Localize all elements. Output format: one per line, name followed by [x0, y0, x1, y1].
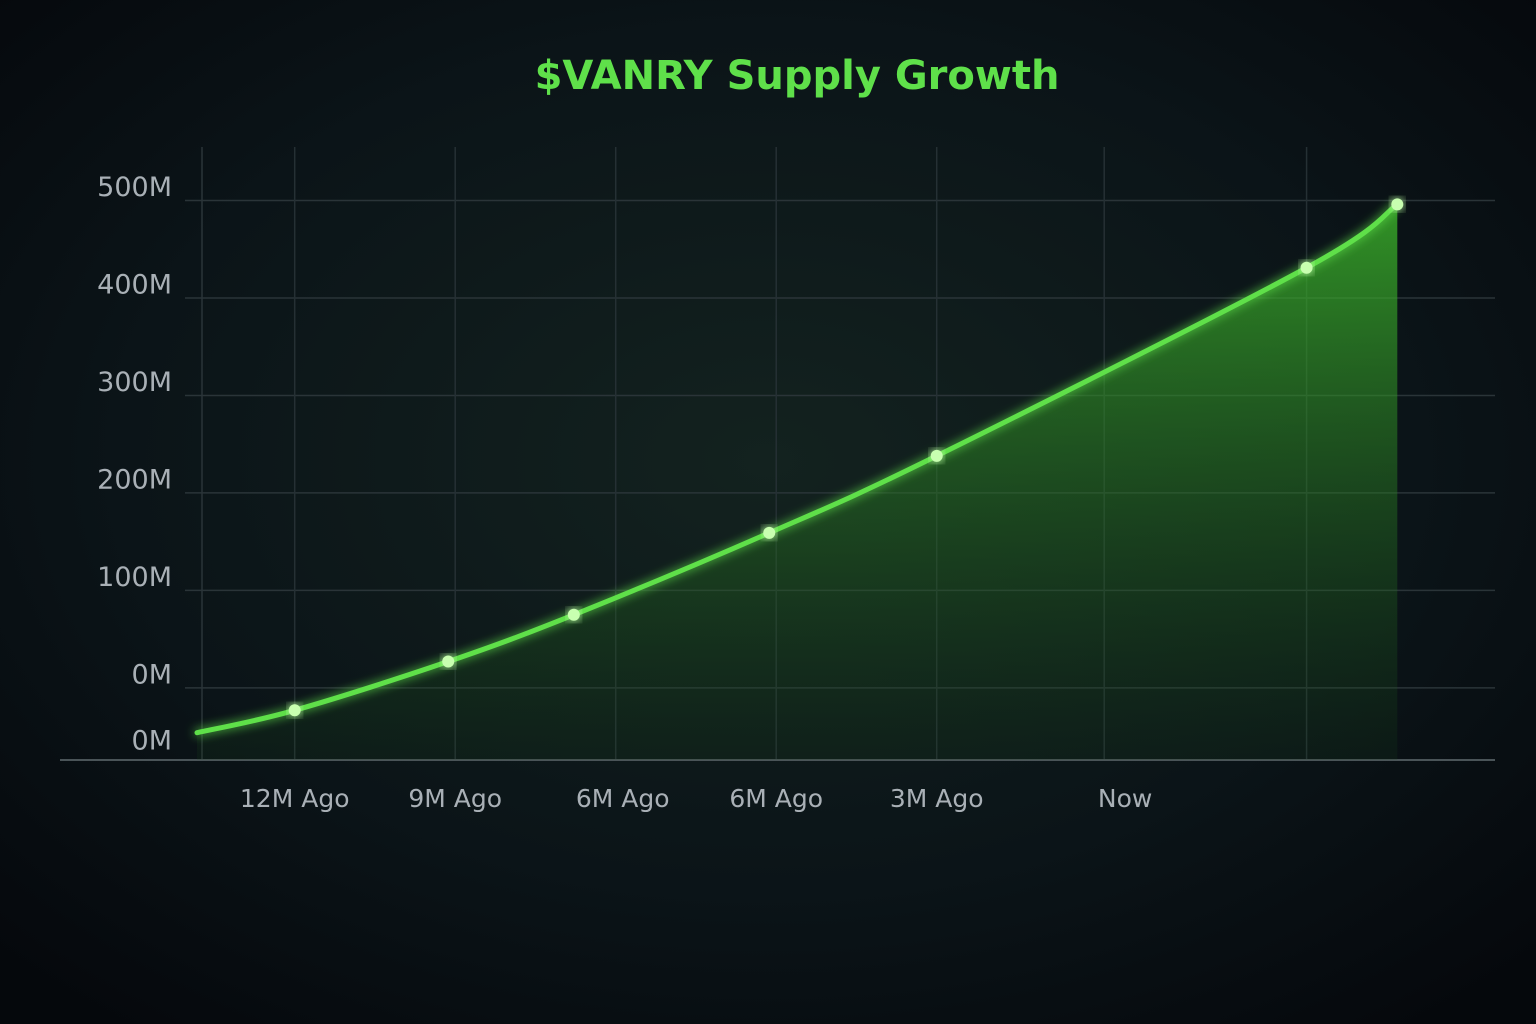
area — [197, 204, 1398, 760]
data-point — [1300, 261, 1313, 274]
y-tick-label: 200M — [97, 464, 172, 495]
x-tick-label: 12M Ago — [240, 784, 350, 813]
chart-title: $VANRY Supply Growth — [535, 53, 1060, 99]
data-point — [930, 449, 943, 462]
data-point — [288, 704, 301, 717]
x-tick-label: 3M Ago — [890, 784, 984, 813]
x-tick-label: Now — [1098, 784, 1152, 813]
data-point — [1391, 198, 1404, 211]
y-tick-label: 100M — [97, 562, 172, 593]
y-floor-label: 0M — [132, 726, 172, 757]
line — [194, 201, 1400, 736]
x-tick-label: 9M Ago — [408, 784, 502, 813]
data-point — [442, 655, 455, 668]
y-tick-label: 500M — [97, 172, 172, 203]
x-tick-label: 6M Ago — [576, 784, 670, 813]
y-tick-label: 0M — [132, 659, 172, 690]
data-point — [763, 526, 776, 539]
plot: 0M 100M 200M 300M 400M 500M 0M 12M Ago 9M Ago 6M … — [60, 147, 1495, 813]
x-tick-label: 6M Ago — [729, 784, 823, 813]
data-point — [567, 608, 580, 621]
y-tick-label: 400M — [97, 269, 172, 300]
y-tick-label: 300M — [97, 367, 172, 398]
